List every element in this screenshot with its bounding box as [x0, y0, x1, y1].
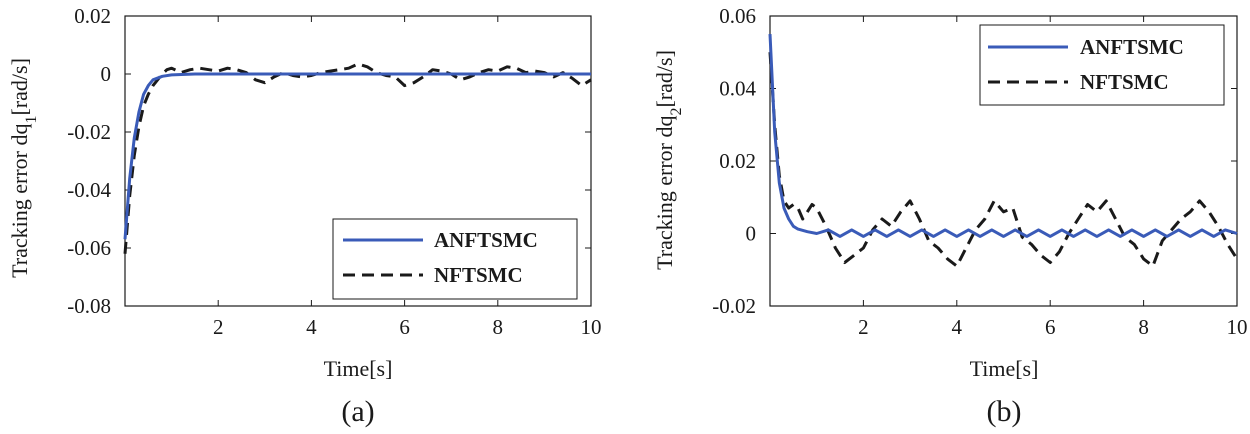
- panel-b-x-tick-label: 6: [1045, 315, 1056, 339]
- panel-b-y-tick-label: 0.04: [719, 77, 756, 101]
- panel-b-x-tick-label: 2: [858, 315, 869, 339]
- panel-a-x-tick-label: 4: [306, 315, 317, 339]
- panel-b-x-tick-label: 4: [952, 315, 963, 339]
- panel-a-x-tick-label: 8: [493, 315, 504, 339]
- panel-b: 2 4 6 8 10 -0.02 0 0.02 0.04 0.06 Time[s] Trackin…: [652, 4, 1248, 428]
- panel-b-y-tick-label: 0.02: [719, 149, 756, 173]
- panel-a-x-tick-label: 6: [399, 315, 410, 339]
- panel-a-caption: (a): [341, 395, 374, 428]
- panel-b-legend: ANFTSMC NFTSMC: [979, 24, 1225, 106]
- panel-a-y-tick-label: -0.08: [67, 294, 111, 318]
- panel-b-series-anftsmc: [768, 34, 1238, 238]
- panel-a-legend: ANFTSMC NFTSMC: [332, 218, 578, 300]
- panel-a-series-nftsmc: [123, 62, 592, 254]
- panel-b-legend-label-anftsmc: ANFTSMC: [1080, 35, 1184, 59]
- panel-a-y-tick-label: 0: [101, 62, 112, 86]
- panel-a-plot-area: 2 4 6 8 10 -0.08 -0.06 -0.04 -0.02 0 0.02: [67, 4, 601, 339]
- panel-a-y-tick-label: -0.04: [67, 178, 111, 202]
- panel-b-plot-area: 2 4 6 8 10 -0.02 0 0.02 0.04 0.06: [712, 4, 1247, 339]
- panel-b-caption: (b): [987, 395, 1022, 428]
- panel-a-x-tick-label: 10: [581, 315, 602, 339]
- panel-a-series-anftsmc: [123, 72, 591, 240]
- panel-b-x-axis-label: Time[s]: [970, 356, 1039, 381]
- panel-b-x-tick-label: 8: [1138, 315, 1149, 339]
- panel-b-y-tick-label: -0.02: [712, 294, 756, 318]
- panel-a-legend-label-anftsmc: ANFTSMC: [434, 228, 538, 252]
- panel-a-y-tick-label: 0.02: [74, 4, 111, 28]
- panel-b-x-tick-label: 10: [1227, 315, 1248, 339]
- panel-a-y-axis-label: Tracking error dq1[rad/s]: [7, 58, 40, 278]
- panel-a-legend-box: [332, 218, 578, 300]
- panel-a-x-tick-label: 2: [213, 315, 224, 339]
- panel-b-y-tick-label: 0.06: [719, 4, 756, 28]
- panel-b-series-nftsmc: [768, 52, 1239, 268]
- panel-a-y-tick-label: -0.06: [67, 236, 111, 260]
- panel-b-y-tick-label: 0: [746, 222, 757, 246]
- panel-a-y-tick-label: -0.02: [67, 120, 111, 144]
- panel-b-legend-label-nftsmc: NFTSMC: [1080, 70, 1169, 94]
- panel-b-legend-box: [979, 24, 1225, 106]
- panel-a-x-axis-label: Time[s]: [324, 356, 393, 381]
- panel-b-y-axis-label: Tracking error dq2[rad/s]: [652, 50, 685, 270]
- panel-a-legend-label-nftsmc: NFTSMC: [434, 263, 523, 287]
- panel-a-axes-frame: [124, 15, 592, 307]
